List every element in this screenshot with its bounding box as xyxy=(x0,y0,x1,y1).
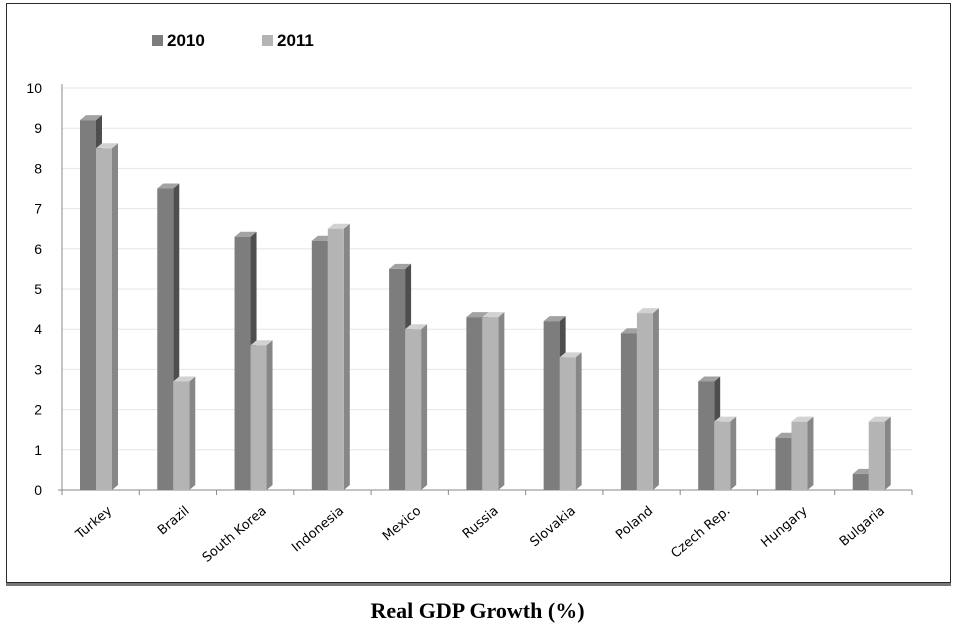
legend-label: 2011 xyxy=(277,31,314,50)
bar-side xyxy=(112,143,118,491)
x-category-label: Russia xyxy=(460,504,502,542)
bar-top xyxy=(698,376,721,382)
bar-front xyxy=(327,228,344,490)
frame-shadow xyxy=(6,583,951,586)
x-category-label: Mexico xyxy=(380,504,424,545)
x-category-label: Hungary xyxy=(758,503,810,550)
y-tick-label: 3 xyxy=(34,361,42,377)
bar-2011 xyxy=(868,416,891,490)
x-category-label: Slovakia xyxy=(527,504,578,551)
bar-front xyxy=(173,381,190,490)
bar-side xyxy=(575,352,582,490)
bar-front xyxy=(311,240,328,490)
bar-front xyxy=(250,345,267,490)
x-category-label: South Korea xyxy=(200,504,270,566)
bar-top xyxy=(559,352,582,358)
x-category-label: Indonesia xyxy=(289,504,347,556)
bar-front xyxy=(482,317,499,490)
bar-2011 xyxy=(482,312,505,490)
bar-top xyxy=(714,416,737,422)
x-category-label: Bulgaria xyxy=(837,504,888,550)
bar-front xyxy=(559,357,576,490)
bar-2011 xyxy=(250,340,273,490)
y-tick-label: 7 xyxy=(34,201,42,217)
bar-top xyxy=(405,324,428,330)
bar-2011 xyxy=(714,416,737,490)
bar-2011 xyxy=(636,308,659,490)
bar-top xyxy=(868,416,891,422)
bar-side xyxy=(884,416,891,490)
y-tick-labels: 0 1 2 3 4 5 6 7 8 9 10 xyxy=(26,80,42,498)
bar-side xyxy=(343,223,350,490)
bar-2011 xyxy=(96,143,118,491)
bar-top xyxy=(466,312,489,318)
bar-front xyxy=(775,437,792,490)
bar-side xyxy=(498,312,505,490)
bar-top xyxy=(250,340,273,346)
x-category-label: Poland xyxy=(613,504,656,543)
y-tick-label: 2 xyxy=(34,402,42,418)
bar-top xyxy=(482,312,505,318)
bar-side xyxy=(421,324,428,490)
bar-top xyxy=(327,223,350,229)
bar-top xyxy=(389,263,412,269)
bar-side xyxy=(652,308,659,490)
bar-top xyxy=(96,143,118,149)
legend-swatch xyxy=(262,35,273,46)
bar-front xyxy=(543,321,560,490)
bar-side xyxy=(266,340,273,490)
legend-label: 2010 xyxy=(167,31,205,50)
bar-top xyxy=(234,231,257,237)
bar-side xyxy=(189,376,196,490)
legend-swatch xyxy=(152,35,163,46)
bar-top xyxy=(157,183,180,189)
bar-top xyxy=(80,115,102,121)
y-tick-label: 10 xyxy=(26,80,42,96)
bar-front xyxy=(96,148,112,491)
bar-front xyxy=(791,421,808,490)
bar-front xyxy=(389,268,406,490)
bar-2011 xyxy=(559,352,582,490)
y-tick-label: 0 xyxy=(34,482,42,498)
chart-caption: Real GDP Growth (%) xyxy=(370,598,585,623)
bar-front xyxy=(405,329,422,490)
bar-2011 xyxy=(173,376,196,490)
bar-top xyxy=(636,308,659,314)
bar-front xyxy=(852,473,869,490)
bar-front xyxy=(698,381,715,490)
y-tick-label: 4 xyxy=(34,321,42,337)
bar-top xyxy=(543,316,566,322)
bars xyxy=(80,115,891,491)
y-tick-label: 8 xyxy=(34,160,42,176)
legend: 2010 2011 xyxy=(152,31,314,50)
y-tick-label: 1 xyxy=(34,442,42,458)
bar-front xyxy=(714,421,731,490)
bar-2011 xyxy=(791,416,814,490)
x-category-label: Brazil xyxy=(155,504,192,539)
bar-top xyxy=(173,376,196,382)
bar-2011 xyxy=(327,223,350,490)
bar-front xyxy=(80,120,96,490)
bar-front xyxy=(868,421,885,490)
bar-front xyxy=(620,333,637,490)
bar-side xyxy=(730,416,737,490)
x-category-label: Czech Rep. xyxy=(668,504,733,562)
y-tick-label: 5 xyxy=(34,281,42,297)
bar-front xyxy=(234,236,251,490)
bar-front xyxy=(157,188,174,490)
bar-chart: 0 1 2 3 4 5 6 7 8 9 10 Turkey Brazil South Korea Indo… xyxy=(26,31,913,566)
bar-2011 xyxy=(405,324,428,490)
y-tick-label: 9 xyxy=(34,120,42,136)
bar-front xyxy=(636,313,653,490)
bar-front xyxy=(466,317,483,490)
bar-top xyxy=(791,416,814,422)
bar-side xyxy=(807,416,814,490)
x-category-labels: Turkey Brazil South Korea Indonesia Mexico Ru… xyxy=(72,503,888,565)
x-category-label: Turkey xyxy=(72,503,115,543)
y-tick-label: 6 xyxy=(34,241,42,257)
